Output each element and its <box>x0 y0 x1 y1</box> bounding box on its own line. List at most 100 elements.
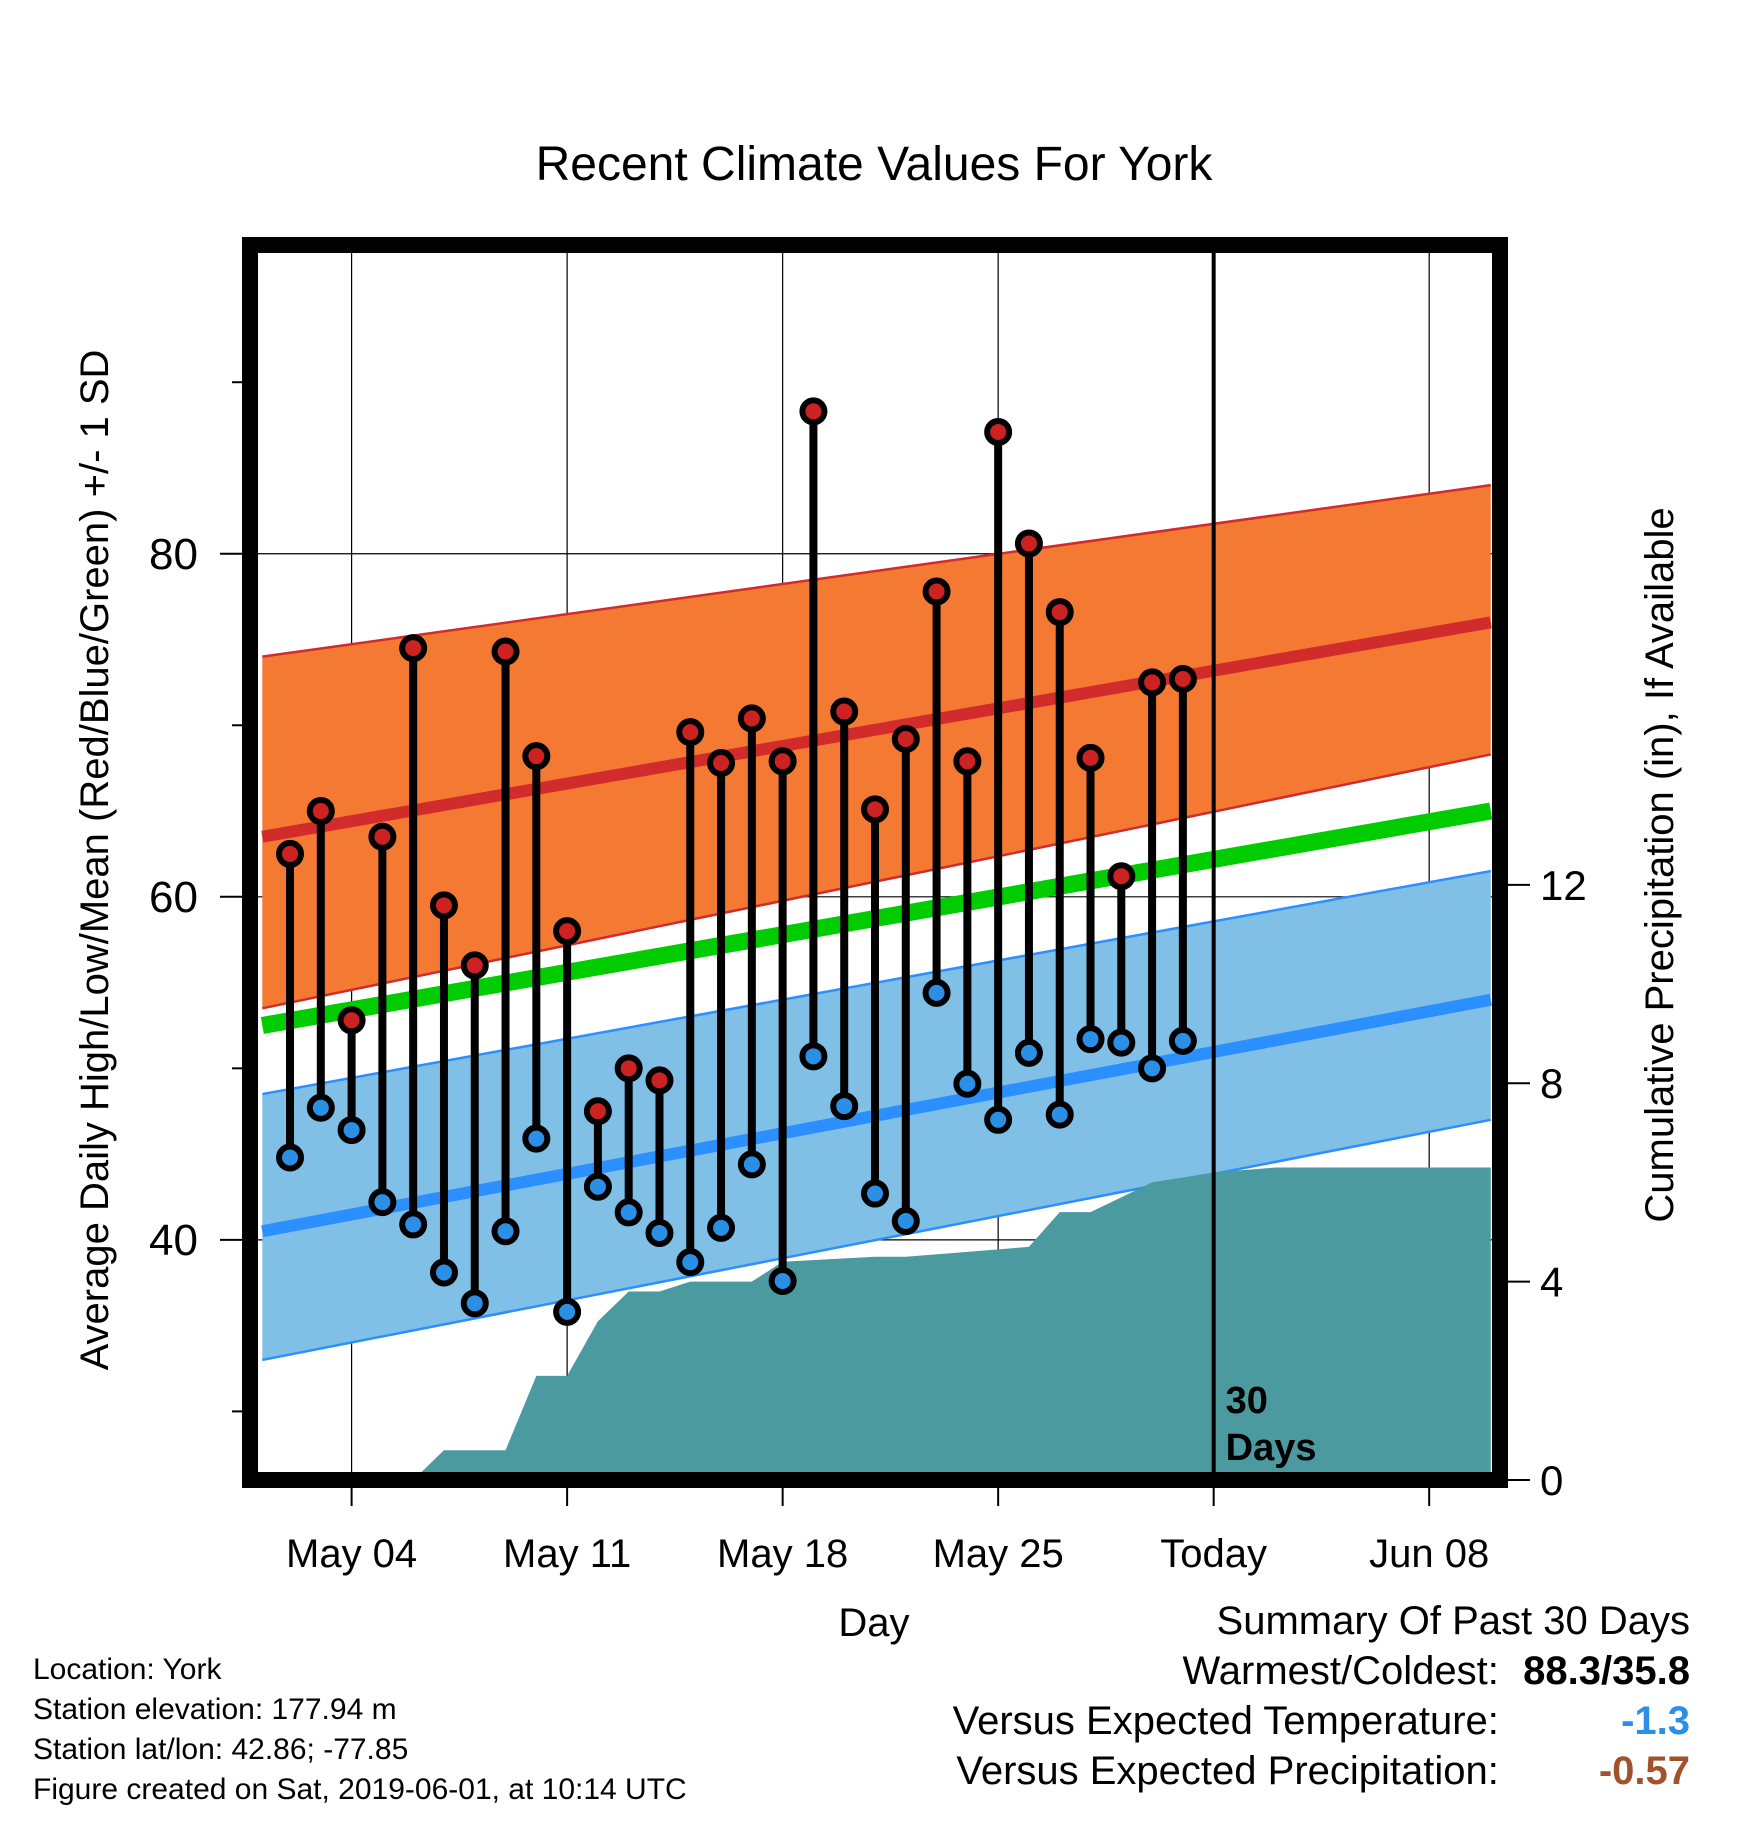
low-point <box>1168 1026 1197 1055</box>
low-point <box>337 1116 366 1145</box>
high-point <box>891 725 920 753</box>
high-point <box>583 1097 612 1126</box>
high-point <box>953 747 982 776</box>
low-point <box>1107 1028 1136 1057</box>
y-tick-label: 40 <box>149 1216 198 1265</box>
y-axis-label: Average Daily High/Low/Mean (Red/Blue/Gr… <box>73 350 117 1371</box>
y2-tick-label: 12 <box>1540 862 1587 909</box>
high-normal-band <box>262 485 1491 1009</box>
low-point <box>460 1289 489 1318</box>
x-tick-label: Today <box>1160 1532 1267 1576</box>
high-point <box>614 1054 643 1083</box>
low-point <box>553 1297 582 1326</box>
x-tick-label: May 18 <box>717 1532 848 1576</box>
precip-label: Versus Expected Precipitation: <box>956 1749 1499 1793</box>
high-point <box>1168 664 1197 693</box>
high-point <box>553 917 582 946</box>
summary-panel: Summary Of Past 30 Days Warmest/Coldest:… <box>953 1596 1690 1796</box>
low-normal-band-lower-edge <box>262 1118 1492 1362</box>
low-point <box>306 1093 335 1122</box>
warmest-label: Warmest/Coldest: <box>1182 1649 1499 1693</box>
precip-area <box>413 1167 1491 1480</box>
x-tick-label: Jun 08 <box>1369 1532 1489 1576</box>
low-point <box>768 1267 797 1296</box>
warmest-value: 88.3/35.8 <box>1523 1649 1690 1693</box>
high-point <box>306 797 335 826</box>
low-point <box>953 1069 982 1098</box>
low-point <box>830 1092 859 1121</box>
plot-frame <box>242 237 1508 1488</box>
y2-tick-label: 8 <box>1540 1060 1563 1107</box>
y2-tick-label: 0 <box>1540 1457 1563 1504</box>
high-point <box>491 637 520 666</box>
temp-label: Versus Expected Temperature: <box>952 1699 1499 1743</box>
low-point <box>645 1219 674 1247</box>
high-point <box>737 704 766 733</box>
low-point <box>1076 1025 1105 1054</box>
y-tick-label: 60 <box>149 873 198 922</box>
today-count-label: 30 <box>1226 1380 1268 1422</box>
high-mean-line <box>261 616 1492 843</box>
low-point <box>1045 1100 1074 1129</box>
summary-precip-row: Versus Expected Precipitation: -0.57 <box>953 1746 1690 1796</box>
high-point <box>768 747 797 776</box>
high-point <box>399 634 428 663</box>
high-point <box>276 839 305 868</box>
low-point <box>737 1150 766 1179</box>
high-point <box>1014 529 1043 558</box>
high-point <box>984 417 1013 446</box>
station-info: Location: York Station elevation: 177.94… <box>33 1650 687 1810</box>
low-point <box>276 1143 305 1172</box>
low-point <box>799 1042 828 1071</box>
high-point <box>645 1066 674 1095</box>
high-point <box>522 742 551 771</box>
high-point <box>799 397 828 426</box>
high-point <box>922 577 951 606</box>
precip-value: -0.57 <box>1598 1749 1690 1793</box>
high-point <box>460 951 489 980</box>
summary-warmest-row: Warmest/Coldest: 88.3/35.8 <box>953 1646 1691 1696</box>
x-tick-label: May 11 <box>503 1532 631 1576</box>
high-point <box>1076 743 1105 772</box>
low-point <box>429 1258 458 1287</box>
temp-value: -1.3 <box>1621 1699 1690 1743</box>
high-normal-band-upper-edge <box>262 483 1491 658</box>
low-point <box>491 1217 520 1246</box>
x-tick-label: May 04 <box>286 1532 417 1576</box>
high-point <box>337 1006 366 1035</box>
low-point <box>368 1188 397 1217</box>
y-tick-label: 80 <box>149 530 198 579</box>
low-point <box>399 1210 428 1239</box>
elevation-text: Station elevation: 177.94 m <box>33 1693 397 1726</box>
low-point <box>522 1124 551 1153</box>
created-text: Figure created on Sat, 2019-06-01, at 10… <box>33 1773 687 1806</box>
low-point <box>1138 1054 1167 1083</box>
summary-title: Summary Of Past 30 Days <box>1216 1599 1690 1643</box>
low-point <box>861 1179 889 1208</box>
high-point <box>1107 862 1136 891</box>
chart-title: Recent Climate Values For York <box>536 138 1214 191</box>
today-days-label: Days <box>1226 1427 1317 1469</box>
y2-axis-label: Cumulative Precipitation (in), If Availa… <box>1638 507 1682 1222</box>
high-point <box>830 697 859 726</box>
high-point <box>676 718 705 747</box>
low-point <box>922 978 951 1007</box>
low-point <box>891 1206 920 1235</box>
high-point <box>1138 668 1167 697</box>
low-point <box>984 1105 1013 1134</box>
high-point <box>429 891 458 920</box>
high-point <box>861 795 889 824</box>
low-point <box>614 1198 643 1227</box>
location-text: Location: York <box>33 1653 222 1686</box>
y2-tick-label: 4 <box>1540 1259 1563 1306</box>
low-point <box>583 1172 612 1201</box>
latlon-text: Station lat/lon: 42.86; -77.85 <box>33 1733 409 1766</box>
x-tick-label: May 25 <box>933 1532 1064 1576</box>
x-axis-label: Day <box>838 1601 909 1645</box>
low-point <box>676 1248 705 1277</box>
high-point <box>1045 598 1074 627</box>
low-point <box>707 1213 736 1242</box>
summary-temp-row: Versus Expected Temperature: -1.3 <box>953 1696 1690 1746</box>
high-point <box>368 822 397 851</box>
